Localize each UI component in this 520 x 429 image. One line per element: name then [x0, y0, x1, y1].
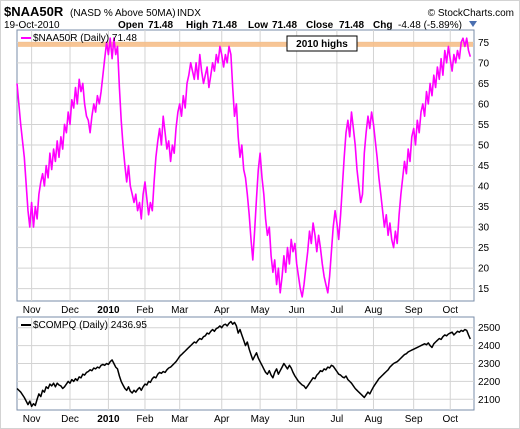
high-label: High: [186, 20, 208, 31]
close-label: Close: [306, 20, 334, 31]
upper-y-tick-label: 30: [478, 223, 490, 234]
upper-x-tick-label: Aug: [365, 305, 383, 316]
lower-x-tick-label: Aug: [365, 414, 383, 425]
lower-x-tick-label: Dec: [61, 414, 79, 425]
upper-y-tick-label: 35: [478, 202, 490, 213]
symbol-title: $NAA50R: [4, 4, 64, 19]
upper-y-tick-label: 70: [478, 58, 490, 69]
lower-x-tick-label: Feb: [136, 414, 154, 425]
lower-x-tick-label: Sep: [405, 414, 423, 425]
upper-y-tick-label: 50: [478, 140, 490, 151]
lower-x-tick-label: Mar: [171, 414, 189, 425]
upper-x-tick-label: Apr: [214, 305, 230, 316]
lower-x-tick-label: Oct: [442, 414, 458, 425]
chg-label: Chg: [373, 20, 392, 31]
close-value: 71.48: [339, 20, 364, 31]
upper-y-tick-label: 65: [478, 79, 490, 90]
upper-x-tick-label: Nov: [23, 305, 41, 316]
upper-y-tick-label: 55: [478, 120, 490, 131]
upper-x-tick-label: Jul: [331, 305, 344, 316]
lower-y-tick-label: 2200: [478, 377, 501, 388]
upper-y-tick-label: 15: [478, 284, 490, 295]
lower-legend: $COMPQ (Daily) 2436.95: [33, 320, 147, 331]
symbol-description: (NASD % Above 50MA): [70, 8, 176, 19]
annotation-box: [286, 35, 358, 52]
chevron-down-icon[interactable]: [469, 21, 477, 27]
lower-x-tick-label: Jun: [289, 414, 305, 425]
lower-y-tick-label: 2300: [478, 359, 501, 370]
high-value: 71.48: [212, 20, 237, 31]
upper-series-line: [16, 37, 472, 298]
lower-y-tick-label: 2500: [478, 323, 501, 334]
upper-y-tick-label: 75: [478, 38, 490, 49]
lower-y-ticks: 2100 2200 2300 2400 2500: [478, 323, 501, 406]
lower-x-ticks: Nov Dec 2010 Feb Mar Apr May Jun Jul Aug Sep Oct: [23, 414, 459, 425]
lower-x-tick-label: Apr: [214, 414, 230, 425]
low-label: Low: [248, 20, 268, 31]
quote-date: 19-Oct-2010: [4, 20, 60, 31]
upper-y-tick-label: 45: [478, 161, 490, 172]
lower-x-tick-label: 2010: [97, 414, 120, 425]
open-value: 71.48: [148, 20, 173, 31]
lower-x-tick-label: Nov: [23, 414, 41, 425]
upper-legend: $NAA50R (Daily) 71.48: [33, 33, 137, 44]
lower-y-tick-label: 2400: [478, 341, 501, 352]
lower-y-tick-label: 2100: [478, 395, 501, 406]
upper-x-ticks: Nov Dec 2010 Feb Mar Apr May Jun Jul Aug Sep Oct: [23, 305, 459, 316]
upper-y-tick-label: 25: [478, 243, 490, 254]
upper-y-ticks: 15 20 25 30 35 40 45 50 55 60 65 70 75: [478, 38, 490, 295]
upper-x-tick-label: Sep: [405, 305, 423, 316]
lower-x-tick-label: May: [251, 414, 270, 425]
upper-y-tick-label: 40: [478, 182, 490, 193]
upper-x-tick-label: Jun: [289, 305, 305, 316]
upper-y-tick-label: 60: [478, 99, 490, 110]
upper-x-tick-label: May: [251, 305, 270, 316]
lower-series-line: [16, 320, 471, 408]
upper-x-tick-label: 2010: [97, 305, 120, 316]
upper-x-tick-label: Oct: [442, 305, 458, 316]
upper-panel: 15 20 25 30 35 40 45 50 55 60 65 70 75 Nov Dec 2010 Feb…: [16, 29, 490, 316]
annotation-text: 2010 highs: [296, 39, 348, 50]
upper-x-tick-label: Mar: [171, 305, 189, 316]
upper-y-tick-label: 20: [478, 264, 490, 275]
lower-x-tick-label: Jul: [331, 414, 344, 425]
credit-text: © StockCharts.com: [428, 8, 514, 19]
upper-x-tick-label: Feb: [136, 305, 154, 316]
upper-x-tick-label: Dec: [61, 305, 79, 316]
highs-band: [18, 41, 473, 47]
chg-value: -4.48 (-5.89%): [398, 20, 462, 31]
symbol-exchange: INDX: [177, 8, 201, 19]
low-value: 71.48: [272, 20, 297, 31]
open-label: Open: [118, 20, 144, 31]
lower-panel: 2100 2200 2300 2400 2500 Nov Dec 2010 Feb Mar Apr…: [16, 316, 501, 425]
